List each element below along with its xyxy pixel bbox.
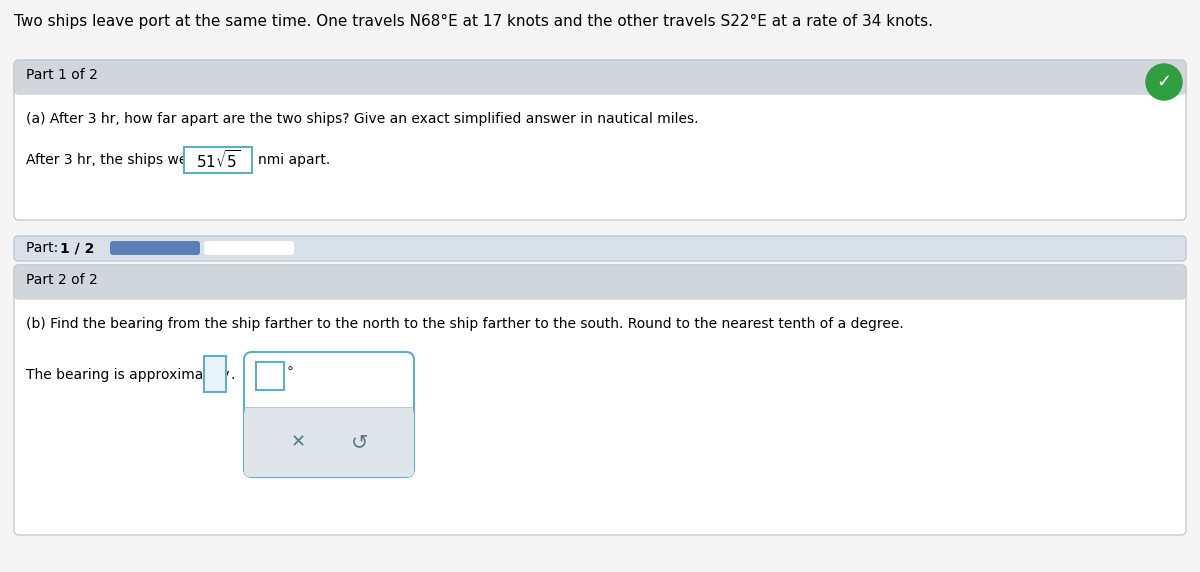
Text: 1 / 2: 1 / 2 xyxy=(60,241,95,255)
Text: Part 2 of 2: Part 2 of 2 xyxy=(26,273,97,287)
FancyBboxPatch shape xyxy=(110,241,200,255)
Circle shape xyxy=(1146,64,1182,100)
Bar xyxy=(14,77,1186,94)
FancyBboxPatch shape xyxy=(14,60,1186,94)
Text: The bearing is approximately: The bearing is approximately xyxy=(26,368,229,382)
Bar xyxy=(245,408,413,418)
FancyBboxPatch shape xyxy=(14,60,1186,220)
FancyBboxPatch shape xyxy=(244,352,414,477)
Text: nmi apart.: nmi apart. xyxy=(258,153,330,167)
Text: ✓: ✓ xyxy=(1157,73,1171,91)
Text: .: . xyxy=(230,368,234,382)
Text: Part:: Part: xyxy=(26,241,62,255)
Bar xyxy=(256,362,284,390)
FancyBboxPatch shape xyxy=(14,236,1186,261)
Text: Two ships leave port at the same time. One travels N68°E at 17 knots and the oth: Two ships leave port at the same time. O… xyxy=(14,14,934,29)
Bar xyxy=(245,407,413,408)
Text: °: ° xyxy=(287,366,294,380)
Text: ✕: ✕ xyxy=(290,433,306,451)
Text: After 3 hr, the ships were: After 3 hr, the ships were xyxy=(26,153,202,167)
FancyBboxPatch shape xyxy=(204,241,294,255)
Text: (a) After 3 hr, how far apart are the two ships? Give an exact simplified answer: (a) After 3 hr, how far apart are the tw… xyxy=(26,112,698,126)
FancyBboxPatch shape xyxy=(14,265,1186,535)
FancyBboxPatch shape xyxy=(244,408,414,477)
Text: (b) Find the bearing from the ship farther to the north to the ship farther to t: (b) Find the bearing from the ship farth… xyxy=(26,317,904,331)
FancyBboxPatch shape xyxy=(14,265,1186,299)
Bar xyxy=(204,356,226,392)
Bar xyxy=(184,147,252,173)
Text: Part 1 of 2: Part 1 of 2 xyxy=(26,68,98,82)
Text: ↺: ↺ xyxy=(350,432,368,452)
Bar xyxy=(14,282,1186,299)
Text: $51\sqrt{5}$: $51\sqrt{5}$ xyxy=(196,149,240,171)
